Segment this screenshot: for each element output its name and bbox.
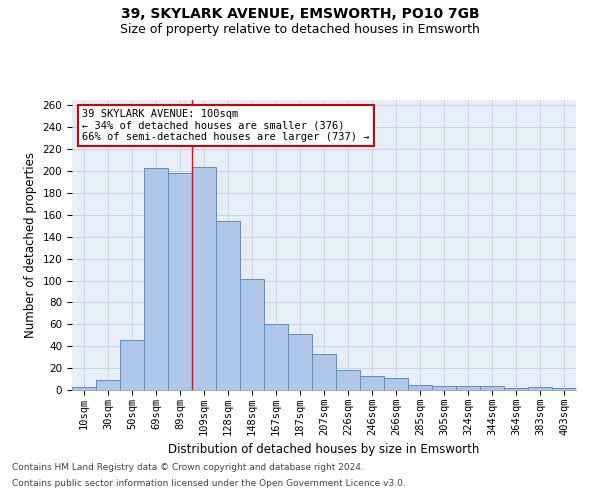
Text: Distribution of detached houses by size in Emsworth: Distribution of detached houses by size … bbox=[169, 442, 479, 456]
Bar bbox=[168, 174, 192, 390]
Bar bbox=[144, 168, 168, 390]
Bar bbox=[336, 370, 360, 390]
Bar bbox=[552, 388, 576, 390]
Bar bbox=[480, 386, 504, 390]
Bar bbox=[312, 354, 336, 390]
Text: Contains public sector information licensed under the Open Government Licence v3: Contains public sector information licen… bbox=[12, 478, 406, 488]
Bar bbox=[528, 386, 552, 390]
Bar bbox=[264, 324, 288, 390]
Bar bbox=[456, 386, 480, 390]
Bar bbox=[360, 376, 384, 390]
Bar bbox=[432, 386, 456, 390]
Text: Size of property relative to detached houses in Emsworth: Size of property relative to detached ho… bbox=[120, 22, 480, 36]
Bar bbox=[72, 386, 96, 390]
Bar bbox=[216, 222, 240, 390]
Bar bbox=[96, 380, 120, 390]
Bar bbox=[192, 167, 216, 390]
Bar bbox=[384, 378, 408, 390]
Bar bbox=[288, 334, 312, 390]
Y-axis label: Number of detached properties: Number of detached properties bbox=[24, 152, 37, 338]
Text: 39 SKYLARK AVENUE: 100sqm
← 34% of detached houses are smaller (376)
66% of semi: 39 SKYLARK AVENUE: 100sqm ← 34% of detac… bbox=[82, 108, 370, 142]
Text: Contains HM Land Registry data © Crown copyright and database right 2024.: Contains HM Land Registry data © Crown c… bbox=[12, 464, 364, 472]
Bar bbox=[240, 280, 264, 390]
Text: 39, SKYLARK AVENUE, EMSWORTH, PO10 7GB: 39, SKYLARK AVENUE, EMSWORTH, PO10 7GB bbox=[121, 8, 479, 22]
Bar bbox=[408, 384, 432, 390]
Bar bbox=[120, 340, 144, 390]
Bar bbox=[504, 388, 528, 390]
